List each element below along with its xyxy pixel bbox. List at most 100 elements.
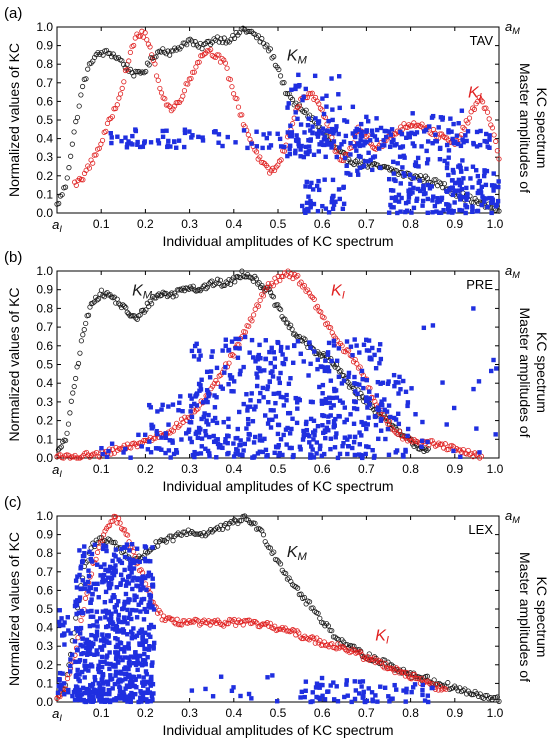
data-point-circle (152, 61, 158, 67)
data-point-square (82, 658, 88, 664)
data-point-circle (127, 49, 133, 56)
data-point-square (374, 137, 380, 143)
data-point-square (287, 151, 293, 157)
data-point-circle (346, 347, 352, 353)
data-point-square (332, 386, 337, 392)
data-point-square (288, 143, 293, 148)
data-point-square (342, 118, 347, 123)
data-point-square (382, 685, 388, 690)
data-point-square (268, 360, 273, 366)
data-point-square (444, 422, 449, 427)
data-point-square (310, 690, 315, 695)
data-point-square (125, 607, 130, 613)
data-point-circle (75, 360, 82, 367)
data-point-square (271, 408, 276, 413)
data-point-square (286, 381, 292, 386)
data-point-square (187, 419, 192, 425)
data-point-circle (189, 529, 195, 535)
data-point-square (395, 161, 400, 166)
data-point-square (86, 663, 91, 669)
data-point-square (352, 679, 357, 684)
data-point-square (327, 129, 333, 134)
data-point-square (284, 442, 289, 447)
data-point-square (301, 94, 306, 100)
data-point-circle (339, 343, 345, 349)
data-point-square (475, 190, 481, 196)
data-point-square (308, 345, 313, 350)
curve-series-k-m (54, 268, 431, 460)
data-point-square (314, 681, 320, 686)
data-point-square (337, 105, 342, 111)
data-point-square (401, 454, 406, 459)
data-point-circle (219, 39, 226, 46)
data-point-square (456, 121, 461, 126)
panel-tag: PRE (466, 277, 493, 292)
data-point-square (479, 202, 484, 208)
data-point-circle (339, 157, 345, 163)
data-point-circle (119, 85, 125, 91)
data-point-square (154, 428, 159, 434)
data-point-square (194, 392, 199, 397)
data-point-square (336, 346, 342, 351)
data-point-square (277, 136, 283, 142)
data-point-square (457, 163, 462, 169)
data-point-square (360, 679, 366, 684)
data-point-square (143, 545, 149, 550)
data-point-square (113, 609, 119, 614)
x-tick-label: 0.6 (314, 217, 331, 231)
data-point-square (310, 447, 315, 452)
data-point-square (166, 448, 172, 453)
data-point-square (420, 687, 425, 693)
series-label: KI (375, 628, 389, 647)
data-point-square (294, 420, 300, 426)
data-point-square (331, 343, 337, 348)
data-point-square (274, 699, 280, 704)
data-point-square (405, 433, 410, 439)
data-point-square (309, 453, 314, 458)
data-point-circle (196, 286, 202, 293)
data-point-square (273, 414, 279, 419)
data-point-square (411, 205, 417, 211)
data-point-square (109, 581, 114, 587)
series-label: KI (468, 85, 482, 104)
data-point-square (420, 692, 425, 698)
data-point-square (259, 438, 265, 443)
data-point-square (133, 691, 138, 697)
data-point-circle (97, 51, 103, 57)
data-point-square (87, 623, 93, 629)
data-point-circle (185, 81, 191, 87)
data-point-square (325, 352, 331, 357)
data-point-circle (63, 437, 69, 444)
x-tick-label: 0.7 (358, 217, 375, 231)
data-point-circle (98, 287, 105, 293)
data-point-square (109, 575, 115, 581)
data-point-square (92, 652, 97, 657)
data-point-square (491, 171, 496, 176)
data-point-square (459, 180, 464, 185)
data-point-square (366, 686, 371, 691)
data-point-square (387, 129, 392, 134)
chart-panel-2: (b)PRE0.00.10.20.30.40.50.60.70.80.91.0a… (4, 249, 550, 494)
data-point-square (142, 681, 147, 687)
data-point-square (99, 664, 105, 670)
data-point-square (120, 577, 125, 582)
data-point-square (104, 454, 110, 460)
data-point-circle (121, 79, 127, 85)
data-point-square (88, 556, 93, 562)
data-point-square (139, 597, 144, 602)
data-point-square (137, 641, 142, 646)
data-point-square (319, 140, 324, 145)
data-point-square (145, 558, 151, 564)
data-point-square (191, 354, 197, 359)
data-point-square (403, 699, 408, 704)
data-point-circle (409, 123, 415, 129)
data-point-square (99, 647, 105, 652)
data-point-circle (277, 561, 284, 567)
data-point-square (170, 440, 175, 445)
data-point-square (364, 337, 369, 343)
data-point-square (75, 667, 80, 673)
data-point-square (307, 148, 312, 154)
data-point-square (262, 368, 267, 373)
data-point-square (122, 666, 127, 672)
data-point-square (142, 651, 147, 657)
